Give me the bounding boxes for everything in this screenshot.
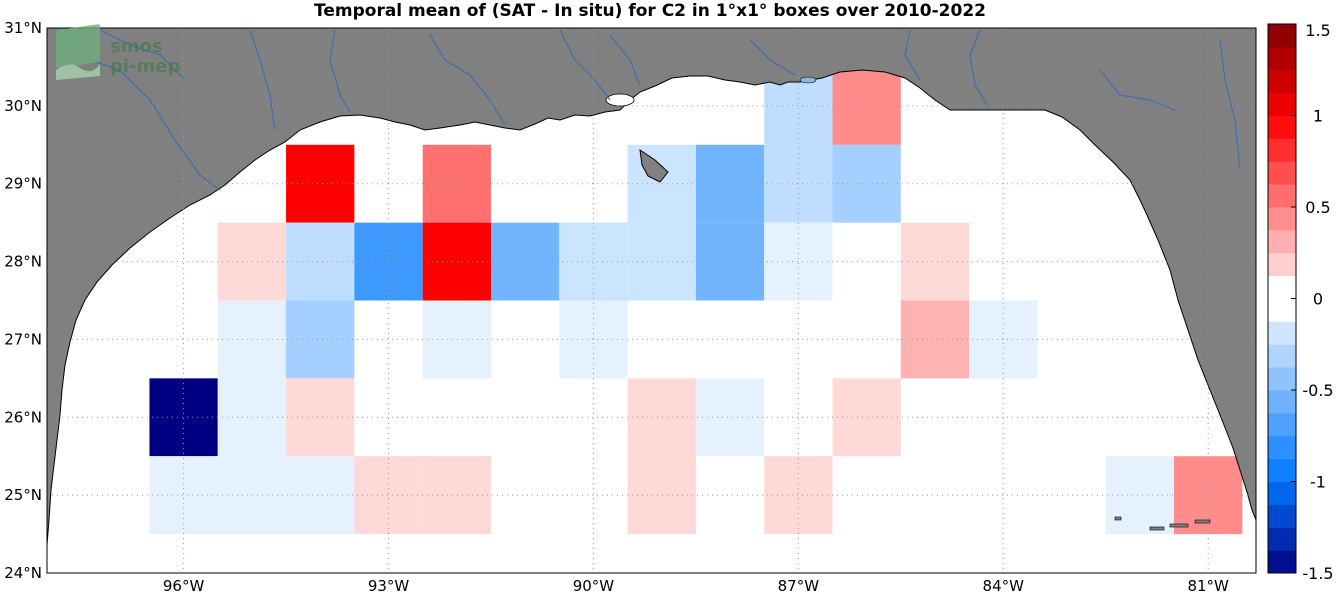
data-box [559, 222, 628, 301]
data-box [832, 378, 901, 457]
lat-tick-label: 25°N [4, 486, 42, 504]
colorbar-segment [1268, 92, 1296, 116]
data-box [354, 222, 423, 301]
data-box [1105, 456, 1175, 535]
mississippi-delta [639, 148, 669, 183]
colorbar-tick-label: -0.5 [1302, 381, 1333, 400]
data-box [217, 378, 287, 457]
lon-tick-label: 93°W [368, 577, 410, 594]
colorbar-segment [1268, 229, 1296, 254]
lon-ticks: 96°W 93°W 90°W 87°W 84°W 81°W [163, 577, 1229, 594]
colorbar-tick-label: 1 [1313, 107, 1323, 126]
data-box [217, 300, 287, 379]
colorbar-ticks: 1.5 1 0.5 0 -0.5 -1 -1.5 [1291, 21, 1334, 583]
lon-tick-label: 81°W [1187, 577, 1229, 594]
colorbar-segment [1268, 161, 1296, 185]
colorbar-segment [1268, 252, 1296, 277]
data-box [832, 144, 901, 223]
logo-mark [56, 24, 100, 68]
colorbar-segment [1268, 344, 1296, 368]
colorbar-segment [1268, 412, 1296, 437]
logo-line2: pi-mep [110, 56, 180, 77]
lake-pontchartrain [605, 93, 635, 107]
data-box [490, 222, 560, 301]
logo-line1: smos [110, 36, 163, 57]
colorbar [1268, 24, 1296, 574]
data-box [764, 456, 833, 535]
lat-tick-label: 31°N [4, 19, 42, 37]
data-box [422, 456, 491, 535]
data-box [286, 300, 355, 379]
lat-tick-label: 24°N [4, 564, 42, 582]
data-box [149, 456, 218, 535]
data-box [695, 378, 765, 457]
colorbar-segment [1268, 458, 1296, 482]
colorbar-segment [1268, 69, 1296, 94]
lon-tick-label: 96°W [163, 577, 205, 594]
data-box [764, 222, 833, 301]
smos-pimep-logo: smos pi-mep [56, 24, 180, 80]
grid-lines [47, 28, 1256, 573]
colorbar-tick-label: 0.5 [1305, 198, 1330, 217]
data-box [695, 144, 765, 223]
colorbar-segment [1268, 390, 1296, 414]
data-box [627, 456, 696, 535]
data-box [354, 456, 423, 535]
data-box [627, 222, 696, 301]
lon-tick-label: 84°W [983, 577, 1025, 594]
colorbar-tick-label: 1.5 [1305, 21, 1330, 40]
colorbar-segment [1268, 207, 1296, 231]
colorbar-segment [1268, 298, 1296, 322]
lat-tick-label: 29°N [4, 175, 42, 193]
lat-tick-label: 28°N [4, 253, 42, 271]
colorbar-segment [1268, 367, 1296, 391]
data-box [422, 300, 491, 379]
lon-tick-label: 90°W [573, 577, 615, 594]
data-box [286, 222, 355, 301]
rivers [59, 29, 1241, 191]
data-box [627, 144, 696, 223]
data-box [422, 222, 491, 301]
florida-keys [1114, 516, 1211, 531]
colorbar-segment [1268, 275, 1296, 299]
data-box [286, 144, 355, 223]
data-box [286, 456, 355, 535]
data-box [695, 222, 765, 301]
lat-ticks: 24°N 25°N 26°N 27°N 28°N 29°N 30°N 31°N [4, 19, 42, 582]
data-box [900, 222, 970, 301]
data-box [286, 378, 355, 457]
lat-tick-label: 26°N [4, 408, 42, 426]
lon-tick-label: 87°W [778, 577, 820, 594]
map-frame [46, 27, 1257, 574]
colorbar-segment [1268, 550, 1296, 574]
map-area [47, 28, 1256, 573]
colorbar-tick-label: -1 [1310, 473, 1326, 492]
colorbar-segment [1268, 321, 1296, 345]
colorbar-tick-label: -1.5 [1302, 564, 1333, 583]
colorbar-tick-label: 0 [1313, 290, 1323, 309]
data-box [217, 222, 287, 301]
data-box [422, 144, 491, 223]
colorbar-segment [1268, 481, 1296, 505]
data-box [900, 300, 970, 379]
data-box [627, 378, 696, 457]
logo-wave [56, 64, 100, 80]
colorbar-segment [1268, 184, 1296, 208]
mobile-bay [799, 76, 817, 84]
data-box [217, 456, 287, 535]
colorbar-segment [1268, 24, 1296, 48]
data-box [832, 66, 901, 145]
lat-tick-label: 27°N [4, 330, 42, 348]
map-title: Temporal mean of (SAT - In situ) for C2 … [314, 1, 986, 21]
colorbar-segment [1268, 138, 1296, 162]
colorbar-segment [1268, 435, 1296, 460]
colorbar-segment [1268, 115, 1296, 139]
colorbar-segment [1268, 527, 1296, 551]
lat-tick-label: 30°N [4, 97, 42, 115]
colorbar-segment [1268, 504, 1296, 528]
colorbar-segment [1268, 46, 1296, 71]
